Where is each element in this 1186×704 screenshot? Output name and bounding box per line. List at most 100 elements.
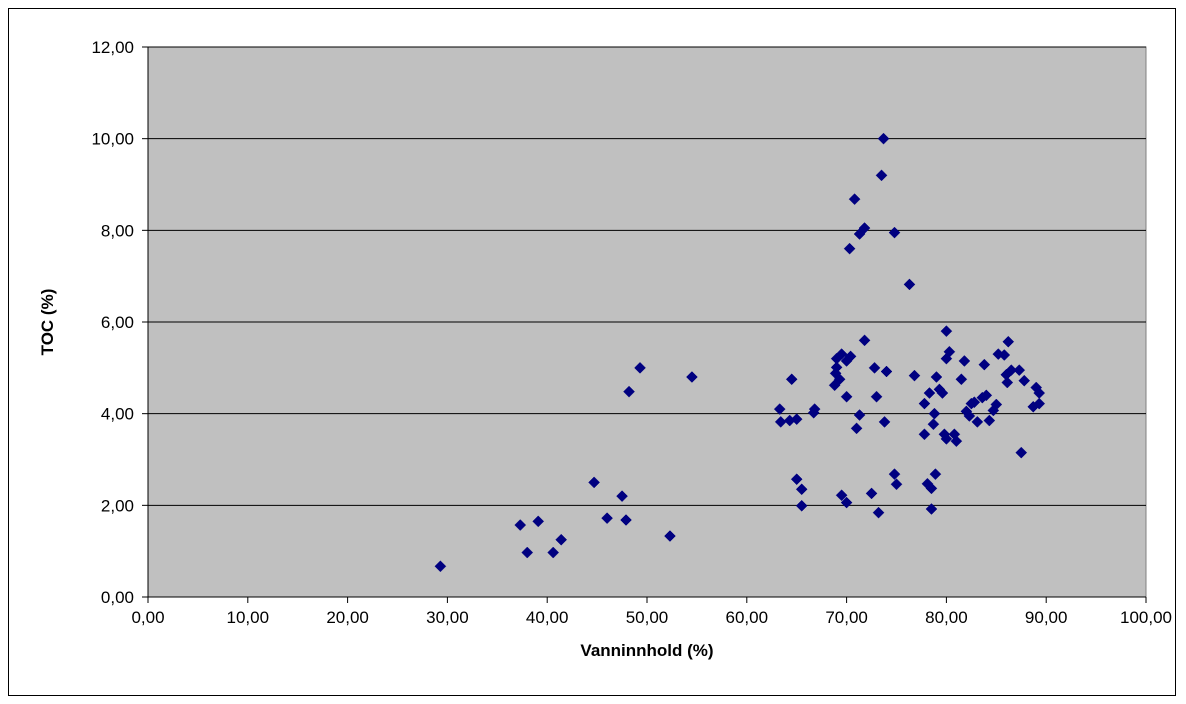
data-point-49: [880, 365, 893, 378]
data-point-74: [955, 373, 968, 386]
data-point-1: [514, 519, 527, 531]
data-point-63: [929, 468, 942, 481]
y-axis-title: TOC (%): [38, 289, 57, 356]
data-point-77: [963, 410, 976, 422]
data-point-56: [918, 428, 931, 441]
data-point-0: [434, 560, 447, 573]
x-tick-label-1: 10,00: [227, 608, 270, 627]
data-point-4: [547, 546, 560, 559]
data-point-20: [795, 483, 808, 496]
y-tick-label-6: 12,00: [91, 38, 134, 57]
data-point-55: [918, 397, 931, 410]
data-point-29: [835, 489, 848, 502]
data-point-30: [835, 348, 848, 360]
data-point-90: [1001, 376, 1014, 389]
x-tick-label-8: 80,00: [925, 608, 968, 627]
data-point-2: [521, 546, 534, 559]
data-point-17: [785, 373, 798, 386]
data-point-45: [872, 506, 885, 519]
data-point-7: [601, 512, 613, 525]
data-point-99: [1033, 387, 1046, 399]
data-point-9: [620, 514, 632, 526]
data-point-52: [890, 478, 903, 491]
y-tick-label-0: 0,00: [101, 588, 134, 607]
data-point-36: [848, 193, 861, 206]
data-point-54: [908, 369, 921, 382]
data-point-26: [830, 361, 843, 374]
data-point-46: [875, 169, 888, 182]
y-tick-label-5: 10,00: [91, 130, 134, 149]
data-point-59: [925, 482, 938, 495]
data-point-5: [555, 533, 568, 546]
data-point-14: [773, 403, 786, 415]
data-point-41: [858, 334, 871, 347]
x-tick-labels: 0,00 10,00 20,00 30,00 40,00 50,00 60,00 70,00 8…: [131, 597, 1172, 627]
data-points: [434, 132, 1046, 573]
data-point-94: [1015, 446, 1028, 459]
data-point-19: [790, 473, 803, 486]
x-tick-label-10: 100,00: [1120, 608, 1172, 627]
data-point-21: [795, 499, 808, 512]
data-point-34: [843, 242, 856, 255]
data-point-33: [840, 496, 853, 509]
data-point-12: [664, 530, 676, 542]
y-tick-label-3: 6,00: [101, 313, 134, 332]
data-point-42: [865, 487, 878, 500]
data-point-83: [980, 389, 993, 402]
x-tick-label-3: 30,00: [426, 608, 469, 627]
data-point-95: [1018, 374, 1031, 387]
x-tick-label-9: 90,00: [1025, 608, 1068, 627]
data-point-48: [878, 416, 891, 428]
data-point-51: [888, 226, 901, 239]
x-tick-label-6: 60,00: [726, 608, 769, 627]
data-point-18: [790, 413, 803, 426]
data-point-88: [998, 349, 1011, 361]
y-tick-label-4: 8,00: [101, 221, 134, 240]
data-point-69: [940, 433, 953, 445]
data-point-8: [616, 490, 628, 503]
data-point-35: [844, 350, 857, 363]
data-point-86: [990, 398, 1003, 411]
x-tick-label-0: 0,00: [131, 608, 164, 627]
data-point-58: [923, 387, 936, 399]
data-point-32: [840, 390, 853, 403]
data-point-40: [858, 222, 871, 234]
data-point-84: [983, 414, 996, 427]
x-tick-label-4: 40,00: [526, 608, 569, 627]
x-tick-label-7: 70,00: [825, 608, 868, 627]
data-point-6: [588, 476, 600, 489]
chart-frame: 0,00 10,00 20,00 30,00 40,00 50,00 60,00 70,00 8…: [8, 8, 1176, 696]
data-point-98: [1033, 397, 1046, 410]
data-point-93: [1013, 364, 1026, 376]
data-point-28: [833, 373, 846, 386]
data-point-64: [930, 371, 943, 383]
data-point-92: [1005, 364, 1018, 376]
data-point-10: [623, 385, 635, 398]
data-point-91: [1002, 335, 1015, 348]
data-point-13: [686, 371, 698, 383]
data-point-23: [808, 403, 821, 415]
data-point-47: [877, 132, 890, 145]
data-point-11: [634, 361, 646, 374]
data-point-71: [943, 345, 956, 358]
data-point-39: [853, 409, 866, 421]
data-point-61: [927, 418, 940, 431]
x-tick-label-2: 20,00: [326, 608, 369, 627]
y-tick-label-1: 2,00: [101, 496, 134, 515]
y-tick-labels: 0,00 2,00 4,00 6,00 8,00 10,00 12,00: [91, 38, 148, 607]
data-point-75: [958, 355, 971, 367]
data-point-80: [971, 416, 984, 428]
y-tick-label-2: 4,00: [101, 405, 134, 424]
data-point-53: [903, 278, 916, 291]
data-point-82: [978, 358, 991, 371]
data-point-70: [940, 325, 953, 338]
data-point-43: [868, 361, 881, 374]
data-point-37: [850, 422, 863, 435]
grid-lines: [148, 46, 1146, 506]
scatter-chart: 0,00 10,00 20,00 30,00 40,00 50,00 60,00 70,00 8…: [38, 38, 1172, 660]
x-tick-label-5: 50,00: [626, 608, 669, 627]
data-point-44: [870, 390, 883, 403]
data-point-3: [532, 515, 545, 528]
data-point-62: [928, 407, 941, 420]
data-point-60: [925, 503, 938, 515]
